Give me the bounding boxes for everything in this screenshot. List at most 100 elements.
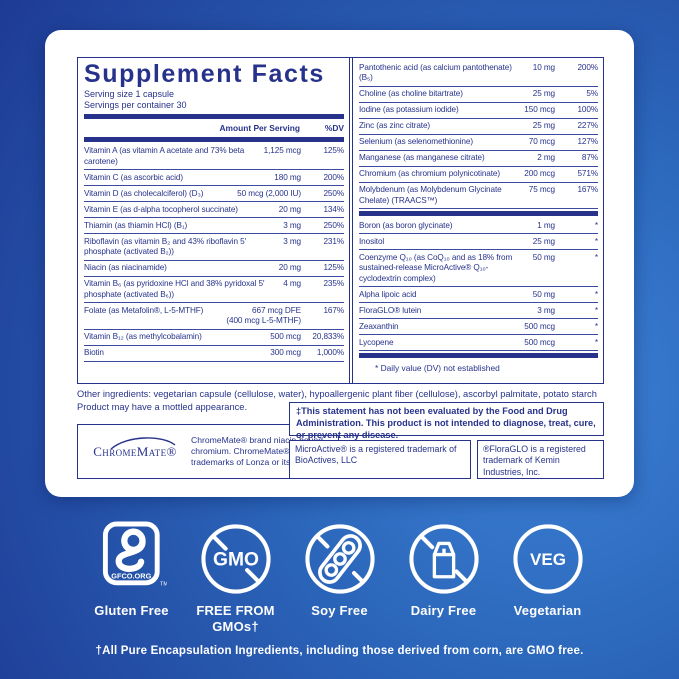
nutrient-amount: 20 mg [278,204,301,214]
nutrient-dv: 127% [577,137,598,146]
nutrient-dv: * [594,337,598,347]
nutrient-name: Vitamin B₁₂ (as methylcobalamin) [84,332,202,341]
veg-icon-text: VEG [530,550,566,569]
floraglo-text: ®FloraGLO is a registered trademark of K… [483,444,586,477]
table-row: Vitamin C (as ascorbic acid) 180 mg 200% [84,170,344,186]
divider-bar [84,136,344,142]
nutrient-dv: 125% [323,263,344,272]
nutrient-dv: 235% [323,279,344,288]
badge-label: Soy Free [311,603,368,618]
nutrient-name: Coenzyme Q₁₀ (as CoQ₁₀ and as 18% from s… [359,252,513,283]
badge-label: Dairy Free [410,603,477,618]
nutrient-name: Molybdenum (as Molybdenum Glycinate Chel… [359,185,502,205]
nutrient-name: Biotin [84,348,104,357]
nutrient-name: Thiamin (as thiamin HCl) (B₁) [84,220,188,230]
nutrient-amount: 75 mcg [528,185,555,194]
nutrient-amount: 200 mcg [524,169,555,178]
nutrient-name: Vitamin C (as ascorbic acid) [84,172,183,182]
table-row: Vitamin B₆ (as pyridoxine HCl and 38% py… [84,277,344,303]
table-row: Molybdenum (as Molybdenum Glycinate Chel… [359,183,598,209]
amount-header: Amount Per Serving [219,122,300,133]
nutrient-dv: * [594,289,598,299]
nutrient-dv: 134% [323,204,344,214]
nutrient-amount: 50 mg [532,252,555,262]
nutrient-name: Riboflavin (as vitamin B₂ and 43% ribofl… [84,236,247,257]
nutrient-amount: 300 mcg [270,348,301,357]
nutrient-amount: 3 mg [283,220,301,230]
left-rows: Vitamin A (as vitamin A acetate and 73% … [84,144,344,362]
nutrient-dv: 167% [323,305,344,315]
badge-soy-free: Soy Free [293,520,387,619]
supplement-facts-panel: Supplement Facts Serving size 1 capsule … [77,57,604,384]
nutrient-amount: 50 mg [532,289,555,299]
nutrient-dv: 1,000% [316,348,344,357]
gmo-icon-text: GMO [213,550,259,571]
serving-size: Serving size 1 capsule [84,89,175,99]
nutrient-amount: 25 mg [532,89,555,98]
table-row: Iodine (as potassium iodide) 150 mcg 100… [359,103,598,119]
badge-label: Vegetarian [513,603,582,618]
nutrient-dv: 200% [577,62,598,72]
microactive-text: MicroActive® is a registered trademark o… [295,444,457,466]
nutrient-name: Lycopene [359,337,394,347]
nutrient-name: Zinc (as zinc citrate) [359,121,431,130]
panel-title: Supplement Facts [84,60,325,88]
chromemate-description: ChromeMate® brand niacin-bound chromium.… [191,434,332,468]
supplement-label-card: Supplement Facts Serving size 1 capsule … [45,30,634,497]
nutrient-amount: 500 mcg [524,321,555,331]
nutrient-amount: 1 mg [537,220,555,230]
nutrient-amount: 180 mg [274,172,301,182]
badge-dairy-free: Dairy Free [397,520,491,619]
panel-right-column: Pantothenic acid (as calcium pantothenat… [352,58,603,383]
badge-label: FREE FROM GMOs† [196,603,275,634]
nutrient-dv: 167% [577,185,598,194]
table-row: Thiamin (as thiamin HCl) (B₁) 3 mg 250% [84,218,344,234]
microactive-box: MicroActive® is a registered trademark o… [289,440,471,479]
nutrient-amount: 50 mcg (2,000 IU) [237,188,301,198]
dv-footnote: * Daily value (DV) not established [375,363,500,373]
soy-free-icon [293,520,387,598]
nutrient-amount: 70 mcg [528,137,555,146]
nutrient-dv: 231% [323,236,344,246]
gmo-free-icon: GMO [189,520,283,598]
divider-bar [359,211,598,216]
certification-badges: GFCO.ORG TM Gluten Free GMO FREE FROM GM… [0,520,679,634]
nutrient-name: Vitamin D (as cholecalciferol) (D₃) [84,188,204,198]
table-row: Alpha lipoic acid 50 mg * [359,287,598,303]
nutrient-amount: 25 mg [532,236,555,246]
nutrient-name: Alpha lipoic acid [359,289,417,299]
badge-label: Gluten Free [94,603,169,618]
gmo-footnote: †All Pure Encapsulation Ingredients, inc… [95,645,584,657]
other-ingredients-line2: Product may have a mottled appearance. [77,401,248,412]
chromemate-logo-text: ChromeMate® [93,443,177,459]
other-ingredients-line1: Other ingredients: vegetarian capsule (c… [77,389,597,399]
nutrient-dv: 125% [323,146,344,155]
nutrient-dv: 200% [323,172,344,182]
fda-disclaimer-text: ‡This statement has not been evaluated b… [296,406,596,440]
table-row: Zinc (as zinc citrate) 25 mg 227% [359,119,598,135]
table-row: Inositol 25 mg * [359,234,598,250]
table-row: Niacin (as niacinamide) 20 mg 125% [84,261,344,277]
nutrient-dv: 250% [323,220,344,230]
table-row: Coenzyme Q₁₀ (as CoQ₁₀ and as 18% from s… [359,250,598,287]
nutrient-name: Vitamin B₆ (as pyridoxine HCl and 38% py… [84,279,265,299]
table-row: Vitamin B₁₂ (as methylcobalamin) 500 mcg… [84,330,344,346]
table-row: FloraGLO® lutein 3 mg * [359,303,598,319]
nutrient-dv: * [594,305,598,315]
right-rows-bottom: Boron (as boron glycinate) 1 mg * Inosit… [359,218,598,351]
nutrient-amount: 10 mg [532,62,555,72]
nutrient-dv: 571% [577,169,598,178]
table-row: Biotin 300 mcg 1,000% [84,346,344,362]
dairy-free-icon [397,520,491,598]
nutrient-amount: 2 mg [537,153,555,162]
nutrient-dv: 20,833% [312,332,344,341]
nutrient-name: Vitamin A (as vitamin A acetate and 73% … [84,146,245,166]
table-row: Selenium (as selenomethionine) 70 mcg 12… [359,135,598,151]
nutrient-amount: 667 mcg DFE (400 mcg L-5-MTHF) [226,305,301,326]
nutrient-name: Inositol [359,236,385,246]
panel-left-column: Supplement Facts Serving size 1 capsule … [78,58,350,383]
nutrient-name: Pantothenic acid (as calcium pantothenat… [359,62,512,83]
nutrient-name: Folate (as Metafolin®, L-5-MTHF) [84,305,204,315]
nutrient-amount: 4 mg [283,279,301,288]
servings-per-container: Servings per container 30 [84,100,187,111]
